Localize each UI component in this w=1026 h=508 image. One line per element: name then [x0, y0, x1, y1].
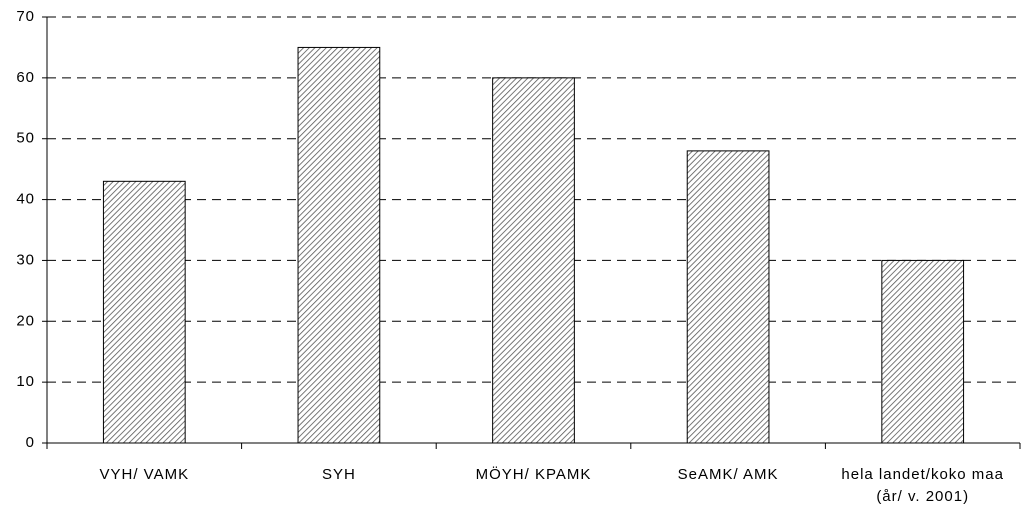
y-tick-label: 70 [16, 8, 35, 25]
x-tick-label: SeAMK/ AMK [678, 466, 779, 483]
y-tick-label: 50 [16, 130, 35, 147]
y-tick-label: 40 [16, 191, 35, 208]
x-tick-label: VYH/ VAMK [100, 466, 190, 483]
y-tick-label: 0 [26, 434, 35, 451]
bar [686, 150, 770, 444]
x-tick-label: SYH [322, 466, 356, 483]
y-tick-label: 30 [16, 251, 35, 268]
bar [492, 77, 575, 444]
bar [297, 46, 381, 444]
y-tick-label: 60 [16, 69, 35, 86]
x-tick-label: MÖYH/ KPAMK [476, 465, 592, 483]
bar [881, 259, 965, 444]
x-tick-label: hela landet/koko maa (år/ v. 2001) [841, 466, 1004, 505]
bar [102, 180, 186, 444]
y-tick-label: 20 [16, 312, 35, 329]
y-tick-label: 10 [16, 373, 35, 390]
